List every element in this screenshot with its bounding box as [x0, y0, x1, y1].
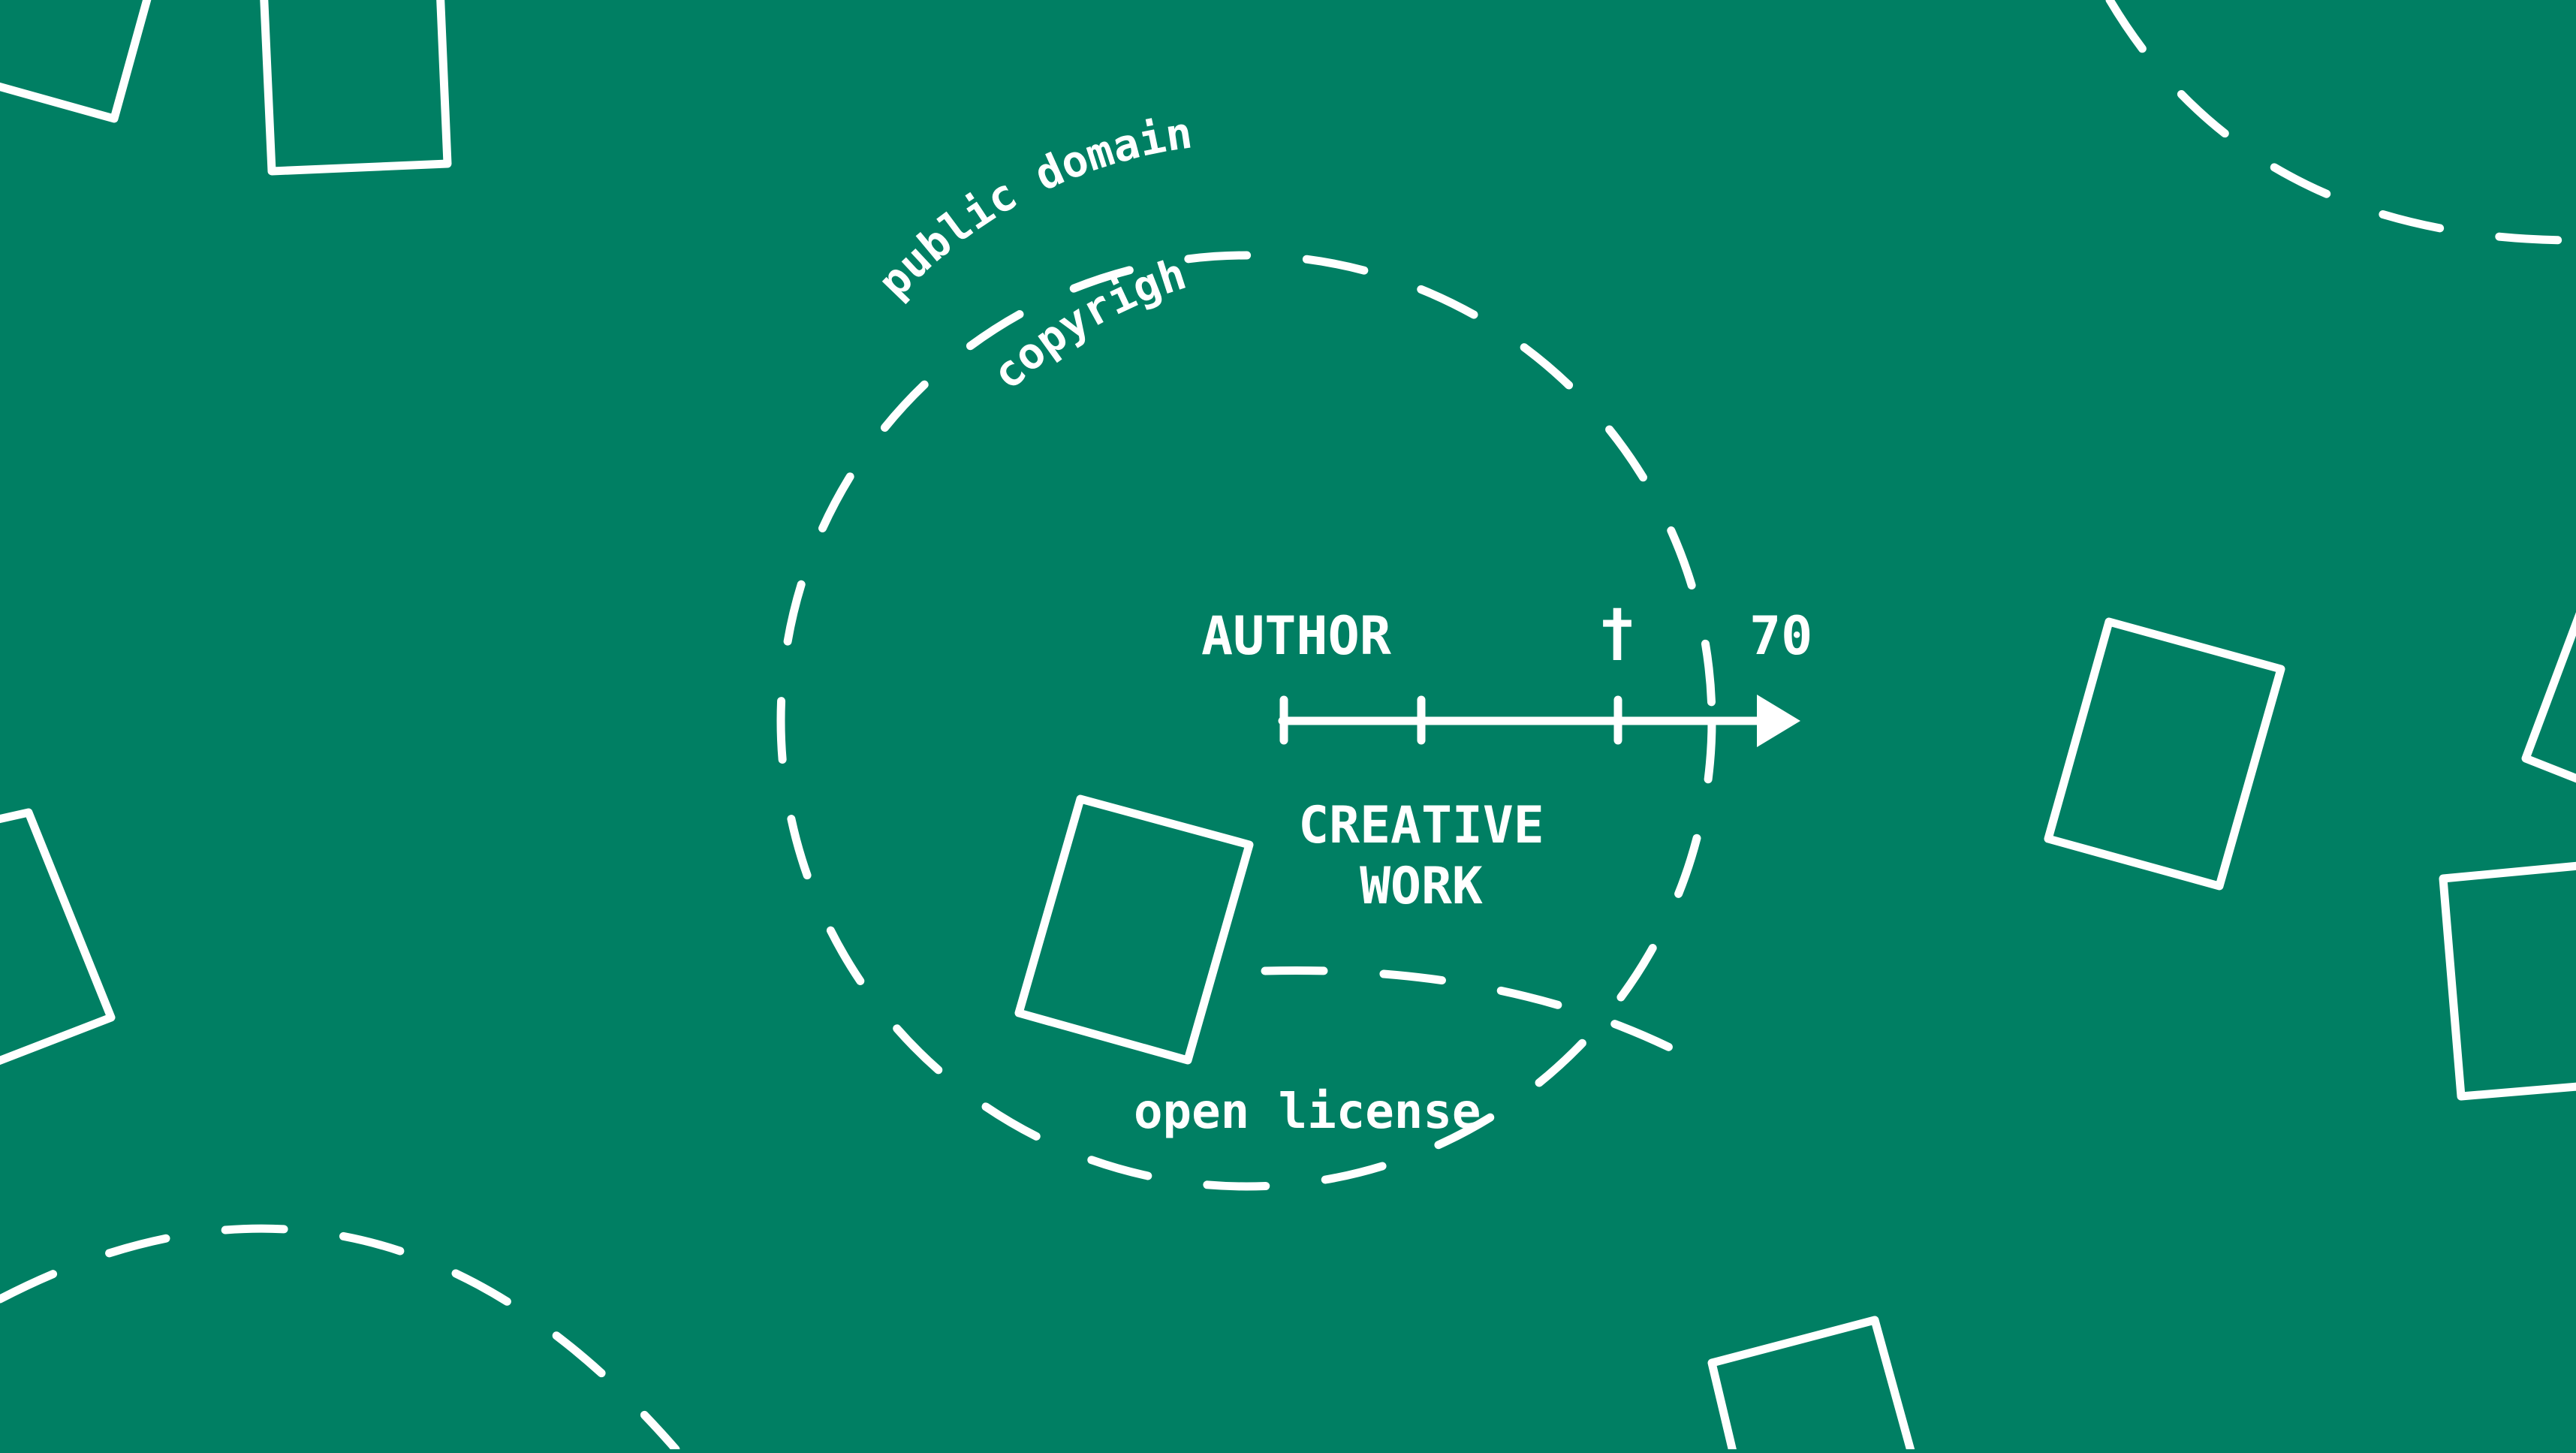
- author-label: AUTHOR: [1201, 605, 1392, 667]
- death-mark-label: †: [1598, 595, 1637, 669]
- creative-work-line2: WORK: [1360, 857, 1483, 916]
- document-sheet-right-edge-upper: [2521, 612, 2576, 783]
- creative-work-line1: CREATIVE: [1298, 796, 1544, 855]
- copyright-timeline: [1278, 695, 1800, 747]
- document-sheet-bottom: [1707, 1316, 1916, 1453]
- document-sheet-right: [2044, 617, 2285, 891]
- document-sheet-top-left: [0, 0, 152, 123]
- document-sheet-top-center: [260, 0, 452, 176]
- document-sheet-center: [1014, 794, 1254, 1065]
- document-sheet-left-edge: [0, 808, 116, 1066]
- open-license-dashed-curve: [1261, 966, 1679, 1054]
- document-sheet-right-edge-lower: [2439, 861, 2576, 1101]
- timeline-arrowhead: [1757, 695, 1800, 747]
- open-license-label: open license: [1134, 1084, 1481, 1140]
- bottom-left-dashed-arc: [0, 1224, 680, 1453]
- top-right-dashed-arc: [2105, 0, 2576, 245]
- years-label: 70: [1749, 605, 1812, 667]
